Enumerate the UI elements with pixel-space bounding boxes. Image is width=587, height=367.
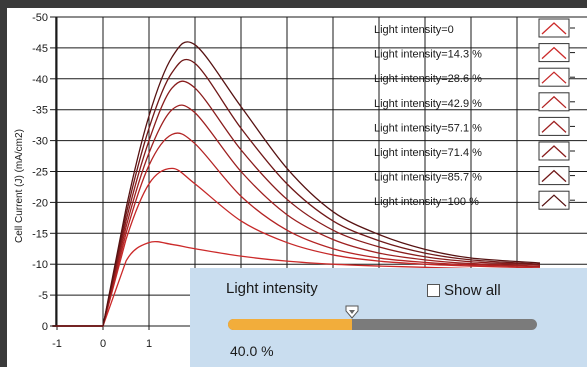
legend-entry-label: Light intensity=71.4 %: [374, 147, 482, 159]
y-tick-label: -10: [32, 259, 48, 271]
light-intensity-slider-track[interactable]: [228, 319, 537, 330]
y-tick-label: -15: [32, 228, 48, 240]
slider-thumb-icon[interactable]: [345, 305, 359, 319]
y-tick-label: -40: [32, 74, 48, 86]
triangle-waveform-icon[interactable]: [538, 67, 575, 87]
legend-entry-label: Light intensity=57.1 %: [374, 122, 482, 134]
series-line-7: [52, 41, 541, 327]
checkbox-box[interactable]: [427, 284, 440, 297]
y-tick-label: -30: [32, 136, 48, 148]
triangle-waveform-icon[interactable]: [538, 116, 575, 136]
chart-series-layer: [52, 41, 541, 327]
series-line-6: [52, 58, 541, 327]
y-axis-ticks: -50-45-40-35-30-25-20-15-10-50: [32, 12, 56, 333]
slider-fill: [228, 319, 352, 330]
legend-entry-label: Light intensity=100 %: [374, 196, 479, 208]
triangle-waveform-icon[interactable]: [538, 190, 575, 210]
slider-value: 40.0 %: [230, 343, 274, 359]
triangle-waveform-icon[interactable]: [538, 166, 575, 186]
legend-entry-label: Light intensity=85.7 %: [374, 172, 482, 184]
legend-entry-label: Light intensity=42.9 %: [374, 98, 482, 110]
triangle-waveform-icon[interactable]: [538, 18, 575, 38]
legend-entry-label: Light intensity=14.3 %: [374, 49, 482, 61]
light-intensity-panel: Light intensity Show all 40.0 %: [190, 268, 587, 367]
series-line-3: [52, 132, 541, 327]
y-tick-label: -25: [32, 167, 48, 179]
x-axis-ticks: -1 0 1: [52, 338, 152, 350]
x-tick-label: 0: [100, 338, 106, 350]
y-tick-label: -45: [32, 43, 48, 55]
x-tick-label: -1: [52, 338, 62, 350]
triangle-waveform-icon[interactable]: [538, 92, 575, 112]
show-all-checkbox[interactable]: Show all: [427, 282, 501, 299]
y-tick-label: 0: [42, 321, 48, 333]
series-line-4: [52, 104, 541, 327]
x-tick-label: 1: [146, 338, 152, 350]
series-line-2: [52, 167, 541, 327]
y-tick-label: -35: [32, 105, 48, 117]
series-line-1: [52, 240, 541, 327]
chart-legend: Light intensity=0 Light intensity=14.3 % L…: [374, 18, 575, 210]
y-tick-label: -20: [32, 197, 48, 209]
y-axis-title: Cell Current (J) (mA/cm2): [14, 129, 25, 243]
slider-title: Light intensity: [226, 280, 318, 297]
triangle-waveform-icon[interactable]: [538, 43, 575, 63]
legend-entry-label: Light intensity=0: [374, 24, 454, 36]
series-line-5: [52, 80, 541, 327]
y-tick-label: -5: [38, 290, 48, 302]
legend-entry-label: Light intensity=28.6 %: [374, 73, 482, 85]
y-tick-label: -50: [32, 12, 48, 24]
window-border-left: [0, 0, 7, 367]
window-border-top: [0, 0, 587, 8]
triangle-waveform-icon[interactable]: [538, 141, 575, 161]
show-all-label: Show all: [444, 282, 501, 299]
